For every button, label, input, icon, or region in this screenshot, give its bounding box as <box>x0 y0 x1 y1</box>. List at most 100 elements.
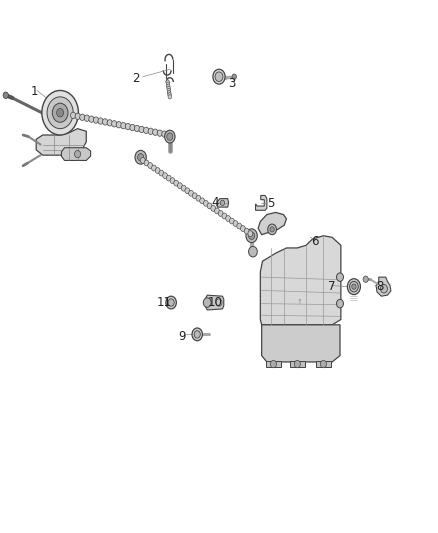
Circle shape <box>121 123 126 129</box>
Circle shape <box>157 130 162 136</box>
Circle shape <box>215 72 223 82</box>
Circle shape <box>89 116 94 122</box>
Circle shape <box>170 177 175 183</box>
Circle shape <box>203 298 211 308</box>
Text: 9: 9 <box>178 330 186 343</box>
Circle shape <box>248 231 253 237</box>
Circle shape <box>200 198 205 204</box>
Circle shape <box>220 200 225 206</box>
Circle shape <box>166 296 177 309</box>
Circle shape <box>168 299 174 306</box>
Circle shape <box>167 91 171 95</box>
Circle shape <box>352 284 356 289</box>
Circle shape <box>196 196 201 201</box>
Circle shape <box>112 120 117 127</box>
Circle shape <box>192 328 202 341</box>
Circle shape <box>185 188 190 193</box>
Text: 4: 4 <box>211 196 219 209</box>
Circle shape <box>294 360 300 368</box>
Text: 3: 3 <box>228 77 236 90</box>
Circle shape <box>246 229 257 243</box>
Circle shape <box>144 160 149 166</box>
Circle shape <box>249 246 257 257</box>
Circle shape <box>165 130 175 143</box>
Circle shape <box>192 193 197 199</box>
Circle shape <box>166 80 170 84</box>
Polygon shape <box>217 199 229 207</box>
Circle shape <box>155 168 160 173</box>
Circle shape <box>249 232 254 239</box>
Polygon shape <box>258 213 286 235</box>
Polygon shape <box>255 196 267 211</box>
Text: 2: 2 <box>133 72 140 85</box>
Circle shape <box>42 91 78 135</box>
Circle shape <box>174 180 179 186</box>
Circle shape <box>135 150 146 164</box>
Circle shape <box>71 112 76 118</box>
Circle shape <box>116 122 121 128</box>
Circle shape <box>166 82 170 86</box>
Circle shape <box>216 299 222 306</box>
Circle shape <box>194 330 200 338</box>
Circle shape <box>218 211 223 216</box>
Circle shape <box>125 124 131 130</box>
Circle shape <box>167 86 170 91</box>
Polygon shape <box>376 277 391 296</box>
Circle shape <box>237 223 242 229</box>
Polygon shape <box>316 361 331 367</box>
Circle shape <box>159 170 164 176</box>
Circle shape <box>204 200 208 206</box>
Circle shape <box>80 114 85 120</box>
Polygon shape <box>265 361 281 367</box>
Text: 1: 1 <box>30 85 38 98</box>
Circle shape <box>189 190 194 196</box>
Circle shape <box>166 175 171 181</box>
Polygon shape <box>261 325 340 362</box>
Circle shape <box>52 103 68 122</box>
Circle shape <box>226 215 230 221</box>
Circle shape <box>74 150 81 158</box>
Text: 7: 7 <box>328 280 336 293</box>
Text: 11: 11 <box>157 296 172 309</box>
Polygon shape <box>205 295 224 310</box>
Circle shape <box>213 69 225 84</box>
Circle shape <box>244 228 249 234</box>
Circle shape <box>363 276 368 282</box>
Circle shape <box>141 158 145 164</box>
Text: ↑: ↑ <box>297 298 303 305</box>
Circle shape <box>148 128 153 134</box>
Circle shape <box>102 119 108 125</box>
Circle shape <box>139 126 144 133</box>
Circle shape <box>162 131 167 138</box>
Circle shape <box>166 84 170 88</box>
Circle shape <box>47 97 73 128</box>
Circle shape <box>230 218 234 224</box>
Circle shape <box>336 273 343 281</box>
Circle shape <box>268 224 276 235</box>
Circle shape <box>107 120 112 126</box>
Circle shape <box>211 206 215 211</box>
Circle shape <box>350 281 358 292</box>
Circle shape <box>233 221 238 227</box>
Circle shape <box>162 173 167 179</box>
Circle shape <box>138 154 144 161</box>
Circle shape <box>167 133 173 140</box>
Text: 6: 6 <box>311 235 318 247</box>
Circle shape <box>222 213 227 219</box>
Circle shape <box>168 95 172 99</box>
Circle shape <box>153 129 158 135</box>
Text: 10: 10 <box>207 296 222 309</box>
Circle shape <box>166 132 172 138</box>
Circle shape <box>347 279 360 295</box>
Text: 5: 5 <box>268 197 275 211</box>
Circle shape <box>93 117 99 123</box>
Circle shape <box>84 115 89 122</box>
Circle shape <box>167 88 171 93</box>
Circle shape <box>57 109 64 117</box>
Circle shape <box>207 203 212 209</box>
Polygon shape <box>36 128 86 155</box>
Circle shape <box>336 300 343 308</box>
Polygon shape <box>61 148 91 160</box>
Circle shape <box>270 360 276 368</box>
Circle shape <box>148 163 153 168</box>
